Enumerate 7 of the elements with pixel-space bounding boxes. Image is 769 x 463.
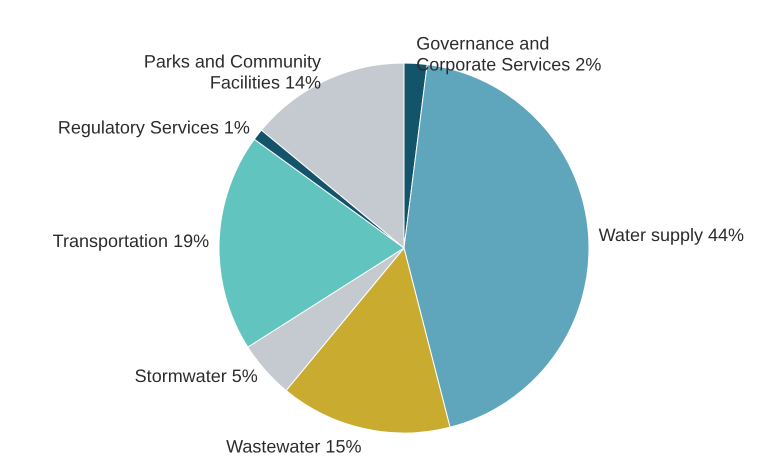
slice-label: Parks and Community Facilities 14% — [144, 52, 321, 93]
slice-label: Water supply 44% — [598, 224, 744, 245]
slice-label: Transportation 19% — [52, 230, 210, 251]
slice-label: Wastewater 15% — [226, 436, 362, 456]
slice-label: Governance and Corporate Services 2% — [416, 33, 602, 74]
slice-label: Regulatory Services 1% — [58, 117, 250, 138]
slice-label: Stormwater 5% — [134, 366, 258, 386]
